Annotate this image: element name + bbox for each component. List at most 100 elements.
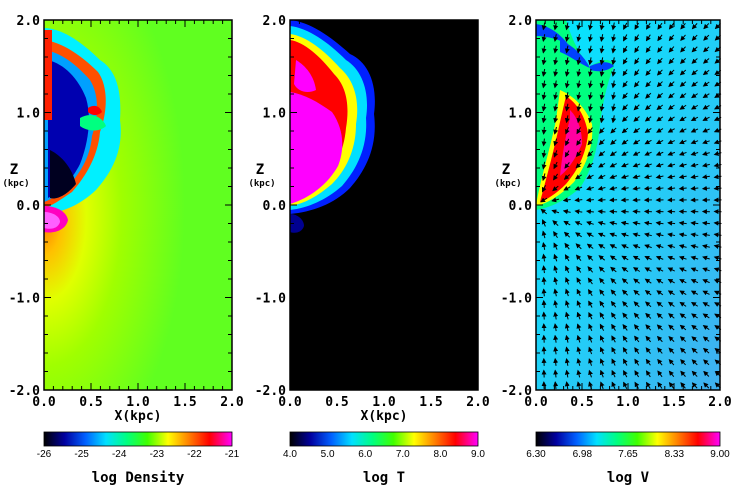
velocity-arrow [668,336,675,343]
velocity-arrow [564,103,570,112]
velocity-arrow [611,335,617,343]
velocity-arrow [690,151,699,156]
velocity-arrow [690,127,699,133]
y-tick-label: -1.0 [255,292,286,307]
velocity-arrow [690,244,699,249]
velocity-arrow [609,151,617,157]
velocity-arrow [657,347,663,354]
velocity-arrow [597,174,606,179]
velocity-arrow [599,103,605,112]
velocity-arrow [611,312,617,320]
velocity-arrow [541,68,547,77]
velocity-arrow [667,255,676,261]
velocity-arrow [668,69,675,76]
colorbar-tick-label: -22 [187,449,202,460]
velocity-arrow [588,68,593,77]
velocity-arrow [599,358,605,366]
x-tick-label: 2.0 [220,395,244,410]
velocity-arrow [575,150,582,158]
velocity-arrow [690,174,699,180]
velocity-arrow [588,115,593,124]
velocity-arrow [668,93,675,99]
velocity-arrow [668,358,675,366]
velocity-arrow [632,185,641,191]
velocity-arrow [588,103,593,112]
velocity-arrow [622,358,628,366]
velocity-arrow [541,311,547,320]
velocity-arrow [564,34,570,43]
velocity-arrow [576,68,582,77]
velocity-arrow [541,80,547,89]
y-tick-label: -2.0 [255,384,286,399]
x-tick-label: 0.5 [325,395,348,410]
colorbar-tick-label: 6.0 [358,449,372,460]
velocity-arrow [622,45,628,54]
velocity-arrow [679,267,687,273]
velocity-arrow [587,139,594,146]
velocity-arrow [701,174,710,180]
velocity-arrow [643,220,652,226]
velocity-arrow [541,103,547,112]
velocity-arrow [541,22,547,31]
velocity-arrow [610,266,617,273]
velocity-arrow [634,335,640,343]
velocity-arrow [621,266,629,273]
velocity-arrow [586,185,594,191]
velocity-arrow [586,220,594,226]
velocity-arrow [645,358,651,366]
velocity-arrow [551,209,560,215]
velocity-arrow [646,22,651,30]
velocity-arrow [564,323,570,332]
y-tick-label: 2.0 [509,14,533,29]
velocity-arrow [680,359,686,366]
velocity-arrow [565,277,570,285]
velocity-arrow [553,253,559,262]
velocity-arrow [655,174,664,180]
x-tick-label: 1.0 [126,395,150,410]
velocity-arrow [679,301,687,307]
velocity-arrow [679,336,687,342]
velocity-arrow [564,150,570,158]
velocity-arrow [609,162,617,168]
velocity-arrow [553,381,559,390]
temperature-panel [290,20,478,390]
velocity-arrow [620,209,629,215]
x-axis-label: X(kpc) [115,409,162,424]
y-tick-label: -1.0 [9,292,40,307]
velocity-arrow [701,232,710,238]
velocity-arrow [553,173,559,181]
velocity-arrow [576,346,582,355]
velocity-arrow [541,161,547,170]
velocity-arrow [668,382,675,389]
velocity-arrow [645,81,652,88]
velocity-arrow [621,255,629,261]
velocity-arrow [553,369,559,378]
velocity-arrow [564,311,570,320]
velocity-arrow [611,323,616,331]
velocity-arrow [574,221,583,226]
colorbar-tick-label: 9.00 [710,449,730,460]
velocity-arrow [634,370,640,378]
y-tick-label: 2.0 [17,14,41,29]
density-axes: 0.0 0.5 1.0 1.5 2.0 2.0 1.0 0.0 -1.0 -2.0 Z(kpc) X(… [2,14,243,486]
velocity-arrow [667,185,676,191]
velocity-arrow [691,359,698,366]
velocity-arrow [703,359,710,366]
velocity-arrow [667,151,676,156]
velocity-arrow [597,209,606,215]
velocity-arrow [657,381,663,389]
y-tick-label: 0.0 [509,199,533,214]
velocity-arrow [574,209,583,215]
velocity-arrow [702,336,710,342]
velocity-arrow [588,45,593,54]
x-tick-label: 1.5 [662,395,685,410]
velocity-arrow [703,382,710,389]
velocity-arrow [644,151,652,156]
velocity-arrow [553,126,559,135]
velocity-arrow [588,335,593,343]
velocity-arrow [541,57,547,66]
velocity-arrow [632,174,641,180]
velocity-arrow [599,335,605,343]
velocity-arrow [609,255,617,261]
velocity-arrow [599,22,605,31]
